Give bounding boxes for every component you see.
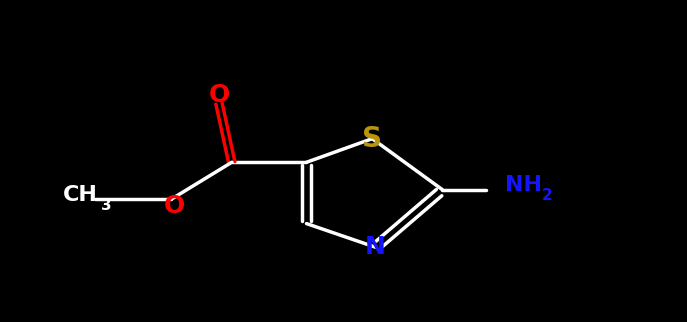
Text: O: O: [164, 194, 185, 218]
Text: CH: CH: [63, 185, 98, 205]
Text: N: N: [365, 235, 386, 259]
Text: NH: NH: [505, 175, 542, 195]
Text: S: S: [362, 125, 382, 153]
Text: 2: 2: [542, 188, 553, 203]
Text: O: O: [208, 83, 229, 107]
Text: 3: 3: [101, 198, 111, 213]
